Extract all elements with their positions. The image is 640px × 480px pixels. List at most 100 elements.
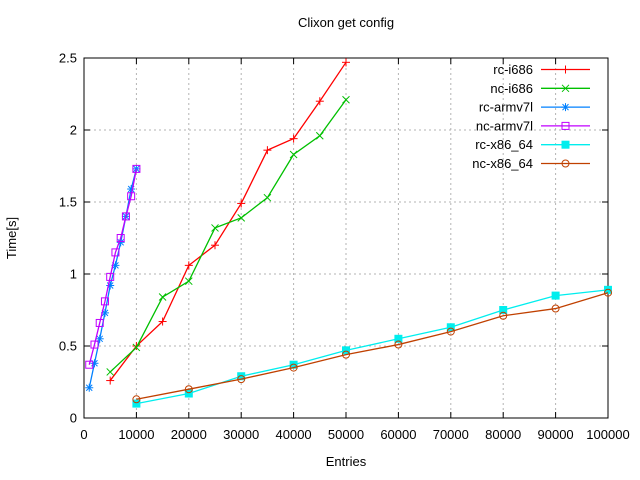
data-point-rc-i686 bbox=[106, 376, 115, 385]
data-point-nc-i686-stroke bbox=[211, 224, 219, 232]
data-point-nc-x86_64 bbox=[551, 304, 560, 313]
chart-title: Clixon get config bbox=[298, 15, 394, 30]
legend-label-nc-i686: nc-i686 bbox=[490, 81, 533, 96]
data-point-rc-i686 bbox=[289, 134, 298, 143]
legend-marker-nc-armv7l bbox=[561, 121, 570, 130]
legend-entry-nc-x86_64: nc-x86_64 bbox=[472, 156, 590, 171]
data-point-rc-x86_64 bbox=[551, 291, 560, 300]
legend: rc-i686 nc-i686 rc-armv7l nc-armv7l rc-x86_6… bbox=[472, 62, 590, 171]
data-point-rc-armv7l bbox=[90, 359, 99, 368]
data-point-nc-armv7l-shape bbox=[95, 318, 104, 327]
data-point-rc-x86_64 bbox=[132, 399, 141, 408]
legend-entry-nc-i686: nc-i686 bbox=[490, 81, 590, 96]
data-point-rc-armv7l-stroke bbox=[101, 309, 109, 317]
series-line-nc-i686 bbox=[109, 99, 347, 373]
data-point-nc-armv7l bbox=[85, 360, 94, 369]
legend-entry-rc-x86_64: rc-x86_64 bbox=[475, 137, 590, 152]
data-point-nc-i686-stroke bbox=[106, 368, 115, 376]
data-point-rc-i686 bbox=[342, 58, 350, 67]
data-point-nc-x86_64-shape bbox=[184, 385, 193, 394]
data-point-rc-x86_64 bbox=[604, 285, 612, 294]
data-point-rc-x86_64-shape bbox=[604, 285, 612, 294]
data-point-nc-armv7l bbox=[106, 272, 115, 281]
y-tick-label: 0.5 bbox=[59, 339, 77, 354]
legend-marker-rc-armv7l-stroke bbox=[562, 103, 569, 111]
data-point-nc-x86_64 bbox=[237, 375, 246, 384]
data-point-nc-x86_64-shape bbox=[132, 395, 141, 404]
y-axis-label: Time[s] bbox=[4, 217, 19, 259]
data-point-nc-armv7l bbox=[127, 192, 136, 201]
data-point-nc-i686 bbox=[184, 277, 193, 286]
legend-entry-rc-i686: rc-i686 bbox=[493, 62, 590, 77]
x-tick-label: 0 bbox=[80, 427, 87, 442]
x-tick-label: 80000 bbox=[485, 427, 521, 442]
x-tick-label: 60000 bbox=[380, 427, 416, 442]
data-point-nc-x86_64 bbox=[184, 385, 193, 394]
data-point-nc-x86_64 bbox=[132, 395, 141, 404]
data-point-nc-i686-stroke bbox=[158, 293, 167, 301]
data-point-nc-x86_64 bbox=[499, 311, 508, 320]
data-point-nc-x86_64-shape bbox=[446, 327, 455, 336]
legend-marker-nc-x86_64 bbox=[561, 159, 570, 168]
legend-marker-nc-x86_64-shape bbox=[561, 159, 570, 168]
legend-marker-rc-x86_64-shape bbox=[561, 140, 570, 149]
data-point-rc-x86_64-shape bbox=[132, 399, 141, 408]
data-point-nc-i686-stroke bbox=[184, 277, 193, 286]
data-point-nc-i686-stroke bbox=[342, 95, 350, 104]
y-tick-label: 2 bbox=[70, 123, 77, 138]
y-tick-label: 2.5 bbox=[59, 51, 77, 66]
data-point-rc-armv7l-stroke bbox=[85, 384, 93, 392]
data-point-nc-x86_64 bbox=[604, 288, 612, 297]
data-point-nc-armv7l-shape bbox=[100, 297, 109, 306]
data-point-nc-armv7l-shape bbox=[106, 272, 115, 281]
data-point-rc-x86_64 bbox=[289, 360, 298, 369]
legend-marker-rc-x86_64 bbox=[561, 140, 570, 149]
data-point-nc-x86_64 bbox=[342, 350, 350, 359]
data-point-rc-x86_64-shape bbox=[394, 334, 403, 343]
data-point-nc-i686 bbox=[211, 224, 219, 232]
data-point-rc-x86_64-shape bbox=[446, 323, 455, 332]
data-point-nc-i686-stroke bbox=[237, 213, 246, 222]
y-tick-label: 1.5 bbox=[59, 195, 77, 210]
x-tick-label: 10000 bbox=[118, 427, 154, 442]
data-point-rc-i686 bbox=[237, 199, 246, 208]
legend-marker-nc-armv7l-shape bbox=[561, 121, 570, 130]
data-point-nc-armv7l bbox=[111, 248, 120, 257]
data-point-nc-armv7l-shape bbox=[127, 192, 136, 201]
x-tick-label: 30000 bbox=[223, 427, 259, 442]
data-point-rc-armv7l bbox=[127, 185, 136, 194]
legend-marker-rc-armv7l bbox=[561, 103, 570, 112]
data-point-nc-armv7l bbox=[95, 318, 104, 327]
data-point-nc-armv7l-shape bbox=[90, 340, 99, 349]
data-point-nc-armv7l bbox=[90, 340, 99, 349]
data-point-nc-x86_64 bbox=[394, 340, 403, 349]
data-series bbox=[85, 58, 612, 408]
legend-label-rc-i686: rc-i686 bbox=[493, 62, 533, 77]
data-point-nc-i686 bbox=[263, 193, 272, 202]
data-point-nc-x86_64 bbox=[289, 363, 298, 372]
data-point-nc-x86_64-shape bbox=[394, 340, 403, 349]
legend-label-nc-armv7l: nc-armv7l bbox=[476, 118, 533, 133]
series-line-rc-i686 bbox=[109, 61, 347, 381]
data-point-nc-i686-stroke bbox=[289, 150, 298, 159]
x-tick-label: 40000 bbox=[276, 427, 312, 442]
data-point-nc-i686 bbox=[342, 95, 350, 104]
x-tick-label: 100000 bbox=[586, 427, 629, 442]
data-point-nc-x86_64-shape bbox=[604, 288, 612, 297]
axes: 0 10000 20000 30000 40000 50000 60000 70000 8000… bbox=[59, 51, 630, 443]
data-point-nc-i686 bbox=[106, 368, 115, 376]
legend-label-nc-x86_64: nc-x86_64 bbox=[472, 156, 533, 171]
y-tick-label: 1 bbox=[70, 267, 77, 282]
x-tick-label: 90000 bbox=[538, 427, 574, 442]
data-point-rc-x86_64-shape bbox=[342, 346, 350, 355]
data-point-nc-i686-stroke bbox=[263, 193, 272, 202]
x-tick-label: 20000 bbox=[171, 427, 207, 442]
data-point-rc-i686 bbox=[263, 146, 272, 155]
legend-marker-rc-i686 bbox=[561, 65, 570, 74]
data-point-nc-x86_64-shape bbox=[237, 375, 246, 384]
data-point-rc-x86_64 bbox=[499, 306, 508, 314]
legend-label-rc-armv7l: rc-armv7l bbox=[479, 100, 533, 115]
data-point-rc-x86_64 bbox=[237, 372, 246, 381]
